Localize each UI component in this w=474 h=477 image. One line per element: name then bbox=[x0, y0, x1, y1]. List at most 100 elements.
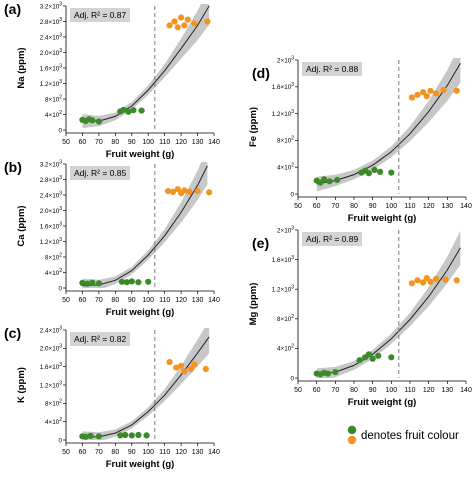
r2-box bbox=[302, 62, 362, 76]
x-tick-label: 130 bbox=[192, 449, 204, 456]
data-point bbox=[326, 178, 333, 185]
x-axis-title: Fruit weight (g) bbox=[348, 213, 417, 224]
x-tick-label: 80 bbox=[111, 449, 119, 456]
tick-exponent: 2 bbox=[59, 268, 62, 274]
panel-label: (b) bbox=[4, 159, 22, 175]
tick-mantissa: 8×10 bbox=[277, 316, 292, 323]
y-axis-title: Na (ppm) bbox=[16, 47, 27, 88]
x-tick-label: 100 bbox=[142, 297, 154, 304]
data-point bbox=[79, 279, 86, 287]
tick-mantissa: 8×10 bbox=[45, 96, 60, 103]
data-point bbox=[423, 93, 430, 100]
tick-mantissa: 1.2×10 bbox=[40, 239, 60, 246]
y-tick-label: 4×102 bbox=[277, 344, 294, 353]
tick-mantissa: 1.6×10 bbox=[40, 364, 60, 371]
x-tick-label: 100 bbox=[385, 203, 397, 210]
y-tick-label: 4×102 bbox=[45, 268, 62, 277]
y-tick-label: 1.6×103 bbox=[40, 362, 62, 371]
data-point bbox=[191, 20, 198, 27]
data-point bbox=[365, 170, 372, 177]
fit-line bbox=[82, 336, 210, 438]
y-tick-label: 1.2×103 bbox=[40, 79, 62, 88]
tick-mantissa: 2.4×10 bbox=[40, 34, 60, 41]
data-point bbox=[87, 432, 94, 439]
r2-box bbox=[70, 166, 130, 180]
r2-box bbox=[302, 232, 362, 246]
y-tick-label: 1.2×103 bbox=[40, 237, 62, 246]
data-point bbox=[388, 354, 395, 361]
y-tick-label: 2.0×103 bbox=[40, 344, 62, 353]
data-point bbox=[427, 278, 434, 285]
tick-mantissa: 4×10 bbox=[277, 165, 292, 172]
tick-mantissa: 8×10 bbox=[45, 254, 60, 261]
data-point bbox=[130, 107, 137, 114]
tick-mantissa: 1.2×10 bbox=[272, 111, 292, 118]
data-point bbox=[84, 280, 91, 287]
tick-exponent: 3 bbox=[59, 206, 62, 212]
y-tick-label: 1.6×103 bbox=[272, 255, 294, 264]
x-tick-label: 110 bbox=[159, 297, 170, 304]
tick-mantissa: 4×10 bbox=[45, 112, 60, 119]
data-point bbox=[453, 87, 460, 94]
data-point bbox=[420, 89, 427, 96]
data-point bbox=[191, 361, 198, 368]
legend: denotes fruit colour bbox=[347, 425, 459, 445]
y-tick-label: 0 bbox=[58, 437, 62, 444]
x-tick-label: 50 bbox=[62, 297, 70, 304]
x-tick-label: 80 bbox=[111, 139, 119, 146]
tick-exponent: 3 bbox=[59, 325, 62, 331]
tick-exponent: 2 bbox=[59, 417, 62, 423]
data-point bbox=[194, 188, 201, 195]
tick-mantissa: 2.8×10 bbox=[40, 19, 60, 26]
x-tick-label: 90 bbox=[128, 297, 136, 304]
panel-label: (e) bbox=[252, 235, 269, 251]
tick-mantissa: 2.8×10 bbox=[40, 177, 60, 184]
x-tick-label: 80 bbox=[350, 203, 358, 210]
tick-exponent: 3 bbox=[59, 63, 62, 69]
data-point bbox=[123, 279, 130, 286]
tick-exponent: 3 bbox=[59, 17, 62, 23]
legend-label: denotes fruit colour bbox=[361, 430, 459, 442]
data-point bbox=[128, 432, 135, 439]
legend-green-dot bbox=[347, 425, 357, 435]
x-tick-label: 60 bbox=[79, 449, 87, 456]
tick-mantissa: 4×10 bbox=[45, 270, 60, 277]
x-tick-label: 90 bbox=[369, 203, 377, 210]
tick-exponent: 3 bbox=[59, 159, 62, 165]
x-tick-label: 90 bbox=[128, 449, 136, 456]
data-point bbox=[181, 368, 188, 375]
x-axis-title: Fruit weight (g) bbox=[348, 397, 417, 408]
y-tick-label: 8×102 bbox=[45, 252, 62, 261]
data-point bbox=[204, 18, 211, 25]
confidence-band bbox=[82, 328, 210, 440]
tick-mantissa: 1.6×10 bbox=[272, 257, 292, 264]
data-point bbox=[408, 94, 415, 101]
tick-exponent: 3 bbox=[59, 344, 62, 350]
data-point bbox=[433, 90, 440, 97]
data-point bbox=[442, 276, 449, 283]
fit-line bbox=[316, 247, 461, 376]
y-tick-label: 8×102 bbox=[45, 399, 62, 408]
confidence-band bbox=[82, 4, 210, 129]
y-axis-title: K (ppm) bbox=[16, 367, 27, 403]
tick-exponent: 2 bbox=[291, 136, 294, 142]
x-tick-label: 60 bbox=[313, 203, 321, 210]
tick-mantissa: 4×10 bbox=[277, 346, 292, 353]
r2-label: Adj. R² = 0.89 bbox=[306, 234, 358, 244]
data-point bbox=[433, 275, 440, 282]
tick-mantissa: 3.2×10 bbox=[40, 161, 60, 168]
x-tick-label: 100 bbox=[385, 387, 397, 394]
data-point bbox=[138, 107, 145, 114]
fit-line bbox=[82, 5, 210, 122]
y-tick-label: 2.0×103 bbox=[40, 206, 62, 215]
x-tick-label: 130 bbox=[441, 203, 453, 210]
data-point bbox=[181, 187, 188, 194]
tick-exponent: 3 bbox=[59, 362, 62, 368]
x-tick-label: 70 bbox=[95, 297, 103, 304]
tick-mantissa: 2.4×10 bbox=[40, 192, 60, 199]
data-point bbox=[356, 357, 363, 364]
y-tick-label: 2.4×103 bbox=[40, 190, 62, 199]
x-tick-label: 130 bbox=[441, 387, 453, 394]
data-point bbox=[369, 355, 376, 362]
data-point bbox=[427, 87, 434, 94]
